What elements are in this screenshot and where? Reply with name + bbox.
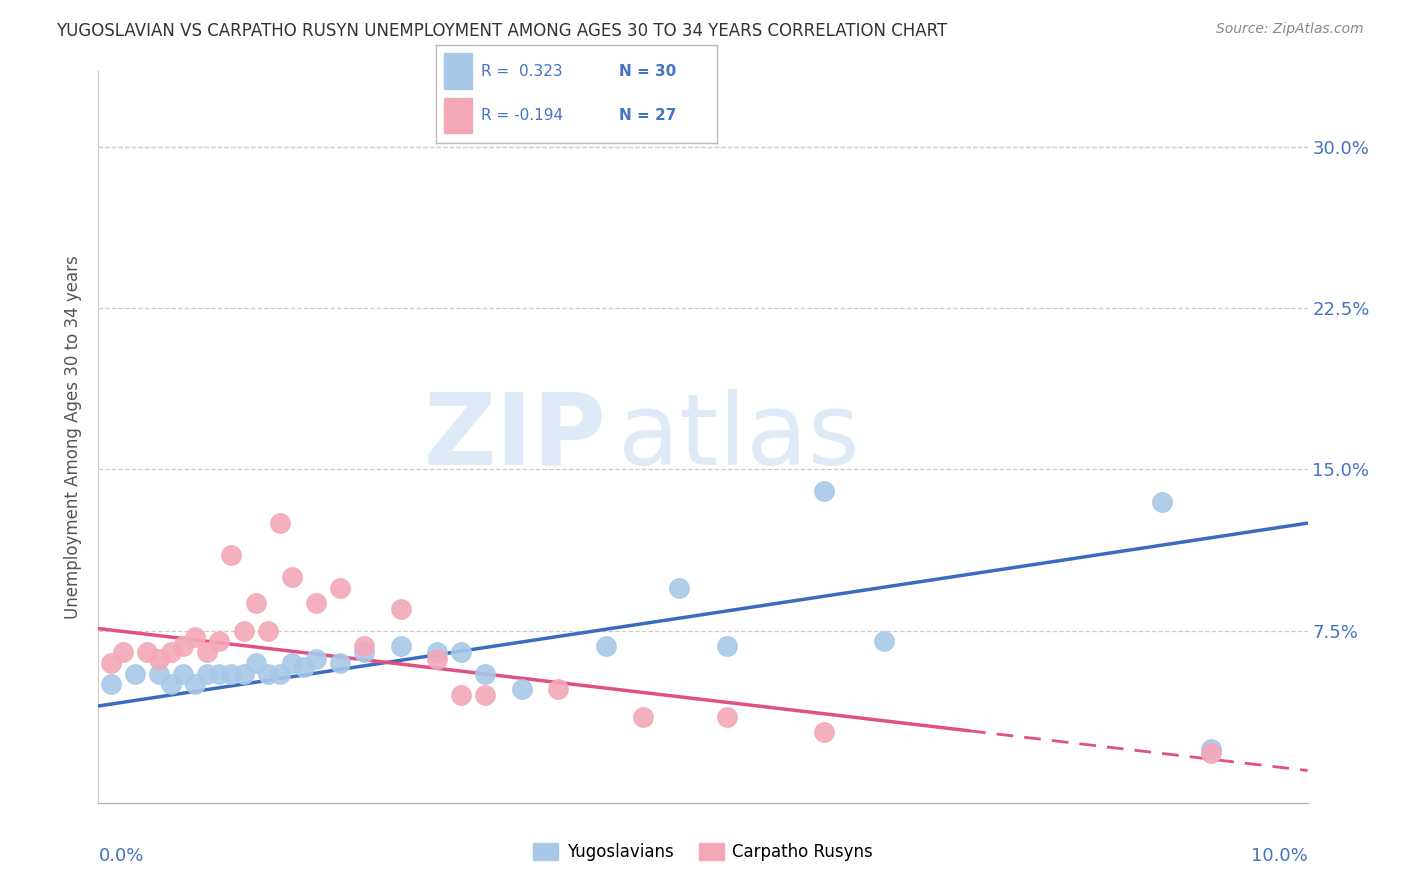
Point <box>510 681 533 696</box>
Point <box>716 639 738 653</box>
Point <box>221 549 243 563</box>
Point <box>813 724 835 739</box>
Point <box>716 710 738 724</box>
Point <box>208 634 231 648</box>
Point <box>631 710 654 724</box>
Text: 10.0%: 10.0% <box>1251 847 1308 864</box>
Text: atlas: atlas <box>619 389 860 485</box>
Point <box>256 666 278 681</box>
Text: Source: ZipAtlas.com: Source: ZipAtlas.com <box>1216 22 1364 37</box>
Point <box>195 666 218 681</box>
Point <box>450 645 472 659</box>
Point <box>269 666 291 681</box>
Point <box>256 624 278 638</box>
Point <box>232 666 254 681</box>
Point <box>148 666 170 681</box>
Point <box>195 645 218 659</box>
Point <box>232 624 254 638</box>
Point <box>172 666 194 681</box>
Point <box>873 634 896 648</box>
Point <box>111 645 134 659</box>
Point <box>100 656 122 670</box>
Point <box>160 645 183 659</box>
Point <box>389 602 412 616</box>
Point <box>668 581 690 595</box>
Point <box>124 666 146 681</box>
Point <box>813 483 835 498</box>
Bar <box>444 54 472 89</box>
Legend: Yugoslavians, Carpatho Rusyns: Yugoslavians, Carpatho Rusyns <box>527 836 879 868</box>
Point <box>353 639 375 653</box>
Point <box>281 570 304 584</box>
Point <box>292 660 315 674</box>
Point <box>426 651 449 665</box>
Point <box>245 596 267 610</box>
Point <box>305 596 328 610</box>
Point <box>305 651 328 665</box>
Point <box>160 677 183 691</box>
Point <box>426 645 449 659</box>
Text: R = -0.194: R = -0.194 <box>481 108 562 123</box>
Point <box>135 645 157 659</box>
Point <box>172 639 194 653</box>
Point <box>245 656 267 670</box>
Text: N = 27: N = 27 <box>619 108 676 123</box>
Text: R =  0.323: R = 0.323 <box>481 63 562 78</box>
Text: N = 30: N = 30 <box>619 63 676 78</box>
Point <box>450 688 472 702</box>
Point <box>148 651 170 665</box>
Point <box>221 666 243 681</box>
Point <box>547 681 569 696</box>
Point <box>208 666 231 681</box>
Point <box>329 656 352 670</box>
Point <box>595 639 617 653</box>
Point <box>329 581 352 595</box>
Point <box>281 656 304 670</box>
Y-axis label: Unemployment Among Ages 30 to 34 years: Unemployment Among Ages 30 to 34 years <box>65 255 83 619</box>
Point <box>184 677 207 691</box>
Point <box>1199 742 1222 756</box>
Point <box>353 645 375 659</box>
Point <box>474 688 496 702</box>
Text: ZIP: ZIP <box>423 389 606 485</box>
Point <box>269 516 291 530</box>
Point <box>474 666 496 681</box>
Point <box>1152 494 1174 508</box>
Point <box>184 630 207 644</box>
Point <box>100 677 122 691</box>
Point <box>1199 747 1222 761</box>
Bar <box>444 97 472 133</box>
Text: YUGOSLAVIAN VS CARPATHO RUSYN UNEMPLOYMENT AMONG AGES 30 TO 34 YEARS CORRELATION: YUGOSLAVIAN VS CARPATHO RUSYN UNEMPLOYME… <box>56 22 948 40</box>
Text: 0.0%: 0.0% <box>98 847 143 864</box>
Point <box>389 639 412 653</box>
